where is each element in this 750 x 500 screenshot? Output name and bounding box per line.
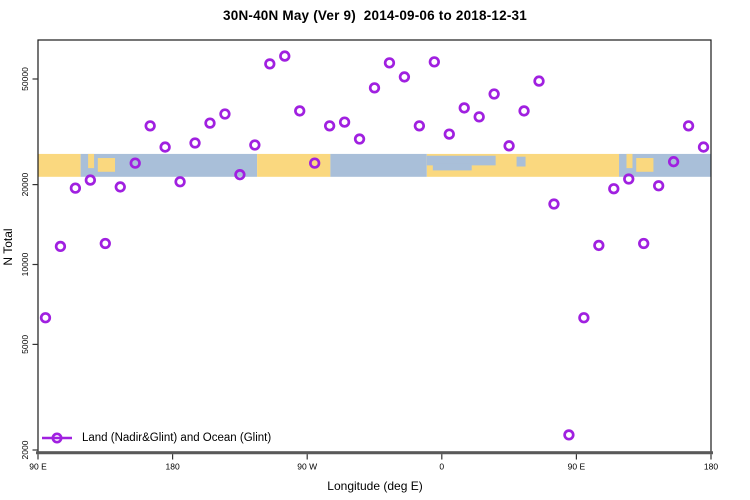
data-point	[548, 198, 560, 210]
map-strip-ocean-overlay-mediterranean-south	[432, 163, 472, 171]
legend: Land (Nadir&Glint) and Ocean (Glint)	[40, 430, 271, 446]
map-strip-land-overlay-korea	[88, 153, 95, 169]
data-point	[338, 116, 351, 128]
data-point	[623, 173, 635, 185]
data-point	[279, 50, 291, 62]
data-point	[323, 120, 336, 132]
chart-title: 30N-40N May (Ver 9) 2014-09-06 to 2018-1…	[223, 8, 527, 23]
y-axis-tick-label: 2000	[20, 440, 30, 459]
data-point	[174, 176, 186, 188]
data-point	[518, 105, 530, 117]
map-strip-ocean-segment-atlantic	[330, 153, 427, 177]
data-point	[473, 111, 485, 123]
data-point	[398, 71, 411, 83]
legend-label: Land (Nadir&Glint) and Ocean (Glint)	[82, 432, 272, 444]
x-axis-tick-label: 180	[166, 462, 180, 472]
y-axis-tick-label: 20000	[20, 173, 30, 197]
data-point	[69, 182, 82, 194]
data-point	[383, 57, 396, 69]
legend-marker-icon	[42, 432, 72, 444]
map-strip-land-overlay-japan	[97, 158, 116, 172]
data-point	[234, 169, 246, 181]
data-point	[114, 181, 126, 193]
data-point	[503, 140, 515, 152]
data-point	[682, 120, 695, 132]
x-axis-tick-label: 0	[439, 462, 444, 472]
data-point	[99, 237, 111, 250]
x-axis-tick-label: 90 W	[297, 462, 317, 472]
data-point	[144, 120, 156, 132]
map-strip-land-overlay-korea-2	[626, 153, 633, 169]
y-axis-tick-label: 5000	[20, 335, 30, 354]
data-point	[249, 139, 261, 151]
y-axis-title: N Total	[1, 228, 15, 266]
data-point	[563, 429, 575, 441]
data-point	[219, 108, 231, 120]
data-point	[129, 157, 141, 169]
data-point	[638, 237, 650, 250]
x-axis-tick-label: 90 E	[29, 462, 47, 472]
x-axis-title: Longitude (deg E)	[327, 479, 423, 493]
y-axis-tick-label: 10000	[20, 252, 30, 276]
data-point	[54, 240, 67, 253]
data-point	[159, 141, 171, 153]
map-strip-ocean-segment-pacific	[80, 153, 258, 177]
map-strip-ocean-overlay-caspian	[516, 156, 526, 167]
data-point	[353, 133, 366, 145]
x-axis-tick-label: 180	[704, 462, 718, 472]
data-point	[264, 58, 276, 70]
data-point	[608, 183, 620, 195]
plot-border	[37, 39, 712, 453]
map-strip-land-overlay-japan-2	[636, 158, 654, 172]
data-point	[488, 88, 500, 100]
data-point	[443, 128, 455, 140]
data-point	[204, 117, 216, 129]
data-point	[39, 312, 52, 324]
map-strip-ocean-segment-pacific-2	[619, 153, 711, 177]
data-point	[309, 157, 321, 169]
data-point	[413, 120, 426, 132]
data-point	[84, 174, 96, 186]
map-strip-ocean-overlay-mediterranean	[426, 155, 496, 166]
data-point	[533, 75, 545, 87]
data-point	[368, 82, 381, 94]
y-axis-tick-label: 50000	[20, 67, 30, 91]
data-point	[593, 239, 605, 252]
data-point	[458, 102, 470, 114]
data-point	[667, 156, 680, 168]
data-point	[428, 56, 440, 68]
data-point	[578, 312, 590, 324]
data-point	[653, 180, 665, 192]
data-point	[189, 137, 201, 149]
x-axis-tick-label: 90 E	[568, 462, 586, 472]
data-point	[294, 105, 306, 117]
data-point	[697, 141, 710, 153]
map-strip-land-segment-asia-china	[38, 153, 81, 177]
